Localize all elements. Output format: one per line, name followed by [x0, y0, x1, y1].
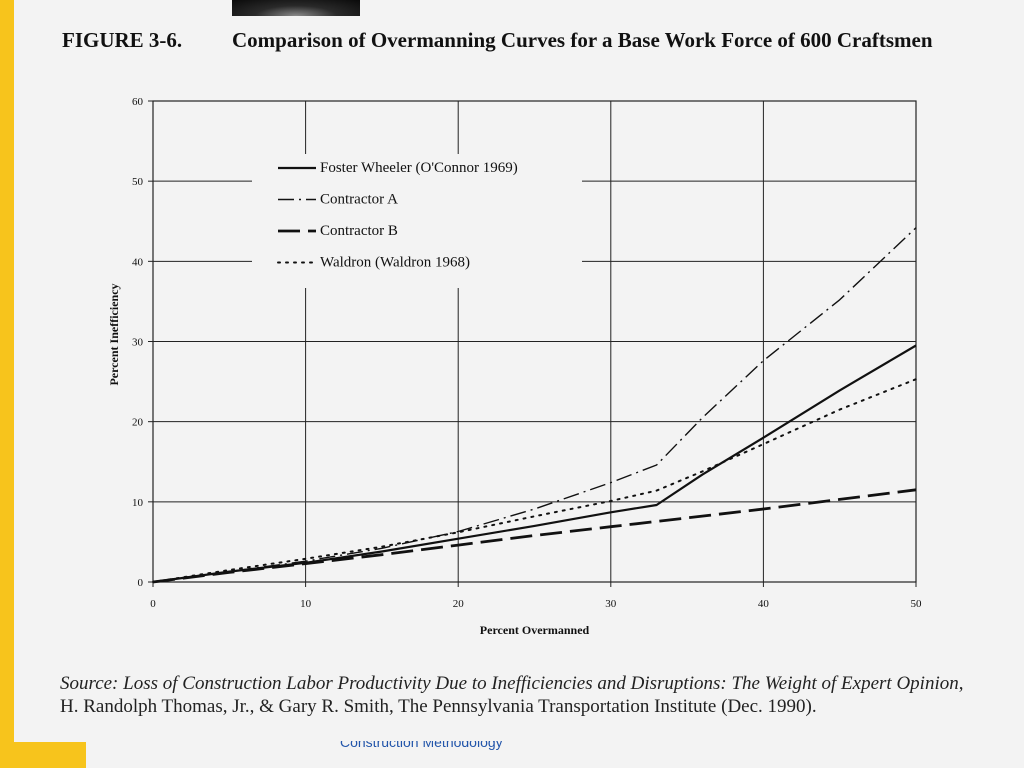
x-tick-label: 40 [758, 598, 770, 610]
footer-label: Construction Methodology [340, 741, 503, 750]
series-line-2 [152, 227, 917, 583]
source-citation: Source: Loss of Construction Labor Produ… [60, 672, 975, 718]
scanned-page [14, 0, 1024, 768]
legend-box [252, 154, 582, 288]
legend-label: Waldron (Waldron 1968) [320, 255, 470, 271]
figure-title: FIGURE 3-6. Comparison of Overmanning Cu… [62, 28, 992, 53]
y-tick-label: 60 [132, 96, 144, 108]
header-image-fragment [232, 0, 360, 16]
footer-caption: Construction Methodology [340, 741, 600, 753]
x-tick-label: 20 [453, 598, 465, 610]
x-tick-label: 0 [150, 598, 156, 610]
y-tick-label: 30 [132, 337, 144, 349]
series-line-3 [152, 488, 917, 584]
chart-axes: 0 10 20 30 40 50 60 0 10 20 30 40 50 Percent Overmann… [107, 96, 922, 637]
chart-series [152, 227, 917, 584]
legend-label: Contractor B [320, 223, 398, 239]
legend-label: Foster Wheeler (O'Connor 1969) [320, 160, 518, 176]
x-tick-label: 10 [300, 598, 312, 610]
accent-bar-bottom [0, 742, 86, 768]
accent-bar-left [0, 0, 14, 768]
figure-caption: Comparison of Overmanning Curves for a B… [232, 28, 933, 52]
x-axis-title: Percent Overmanned [480, 623, 590, 637]
series-line-4 [152, 378, 917, 583]
y-tick-label: 40 [132, 256, 144, 268]
y-tick-label: 20 [132, 417, 144, 429]
legend-label: Contractor A [320, 192, 398, 208]
source-title: Loss of Construction Labor Productivity … [123, 673, 959, 694]
y-tick-label: 50 [132, 176, 144, 188]
source-prefix: Source: [60, 673, 124, 694]
y-tick-label: 10 [132, 497, 144, 509]
x-tick-label: 30 [605, 598, 617, 610]
chart-legend: Foster Wheeler (O'Connor 1969) Contractor… [252, 154, 582, 288]
x-tick-label: 50 [911, 598, 923, 610]
y-tick-label: 0 [138, 577, 144, 589]
y-axis-title: Percent Inefficiency [107, 283, 121, 385]
series-line-1 [152, 344, 917, 584]
figure-number: FIGURE 3-6. [62, 28, 183, 52]
source-authors: , H. Randolph Thomas, Jr., & Gary R. Smi… [60, 673, 964, 717]
